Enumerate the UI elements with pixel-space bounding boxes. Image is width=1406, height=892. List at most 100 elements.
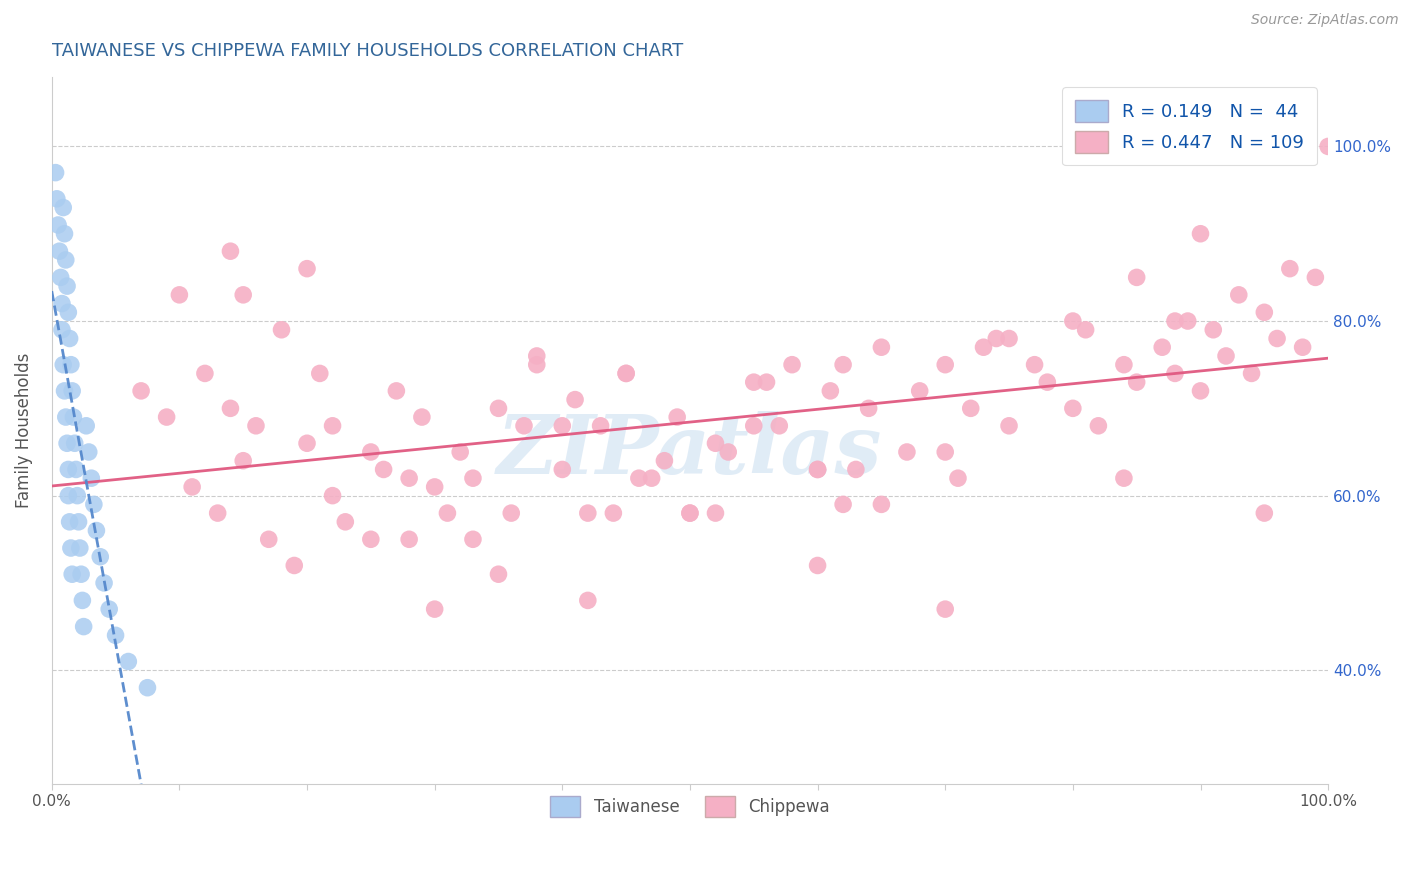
Point (946, 471, 969, 485)
Point (169, 288, 191, 302)
Point (58, 489, 80, 503)
Point (308, 367, 330, 381)
Point (49, 270, 72, 285)
Point (53, 384, 76, 398)
Point (77, 445, 100, 459)
Point (63, 436, 86, 450)
Point (58, 305, 80, 319)
Point (423, 602, 446, 616)
Point (602, 506, 624, 520)
Point (295, 261, 318, 276)
Point (48, 244, 70, 259)
Point (986, 331, 1008, 345)
Point (1253, 506, 1275, 520)
Point (806, 558, 828, 573)
Point (232, 454, 254, 468)
Point (1278, 261, 1301, 276)
Point (461, 533, 484, 547)
Point (181, 480, 204, 494)
Point (1062, 401, 1084, 416)
Point (1164, 367, 1187, 381)
Point (1036, 375, 1059, 389)
Point (1112, 471, 1135, 485)
Point (86, 524, 108, 538)
Point (1227, 288, 1250, 302)
Point (66, 489, 89, 503)
Point (1024, 358, 1046, 372)
Point (93, 576, 115, 591)
Point (55, 252, 77, 267)
Point (589, 418, 612, 433)
Point (551, 462, 574, 476)
Point (1189, 227, 1212, 241)
Point (998, 331, 1021, 345)
Point (845, 462, 868, 476)
Point (666, 410, 689, 425)
Point (679, 506, 702, 520)
Point (576, 593, 599, 607)
Point (501, 506, 523, 520)
Point (488, 567, 510, 582)
Point (129, 384, 152, 398)
Point (679, 506, 702, 520)
Point (973, 340, 995, 354)
Point (98, 602, 121, 616)
Point (53, 227, 76, 241)
Text: ZIPatlas: ZIPatlas (498, 411, 883, 491)
Point (283, 558, 305, 573)
Point (1317, 139, 1340, 153)
Point (488, 401, 510, 416)
Point (896, 445, 918, 459)
Point (62, 410, 84, 425)
Point (70, 567, 93, 582)
Point (832, 358, 855, 372)
Point (360, 445, 382, 459)
Y-axis label: Family Households: Family Households (15, 352, 32, 508)
Point (65, 462, 87, 476)
Point (56, 279, 79, 293)
Point (45, 166, 67, 180)
Point (998, 418, 1021, 433)
Point (59, 358, 82, 372)
Point (75, 418, 97, 433)
Point (83, 497, 105, 511)
Point (742, 418, 765, 433)
Point (1125, 375, 1147, 389)
Point (411, 410, 433, 425)
Point (1215, 349, 1237, 363)
Point (704, 506, 727, 520)
Point (870, 497, 893, 511)
Point (104, 628, 127, 642)
Point (934, 445, 956, 459)
Point (576, 506, 599, 520)
Point (58, 462, 80, 476)
Point (257, 533, 280, 547)
Point (69, 541, 91, 555)
Point (335, 515, 357, 529)
Point (398, 471, 420, 485)
Point (73, 619, 96, 633)
Point (1112, 358, 1135, 372)
Point (219, 401, 242, 416)
Point (55, 410, 77, 425)
Point (526, 349, 548, 363)
Point (52, 358, 75, 372)
Point (52, 201, 75, 215)
Point (1152, 340, 1174, 354)
Point (59, 541, 82, 555)
Point (1177, 314, 1199, 328)
Point (1062, 314, 1084, 328)
Point (717, 445, 740, 459)
Point (1305, 270, 1327, 285)
Point (45, 192, 67, 206)
Point (46, 218, 69, 232)
Point (232, 288, 254, 302)
Point (780, 358, 803, 372)
Point (614, 367, 637, 381)
Point (60, 384, 83, 398)
Point (270, 323, 292, 337)
Point (1087, 418, 1109, 433)
Point (959, 401, 981, 416)
Point (207, 506, 229, 520)
Point (89, 549, 111, 564)
